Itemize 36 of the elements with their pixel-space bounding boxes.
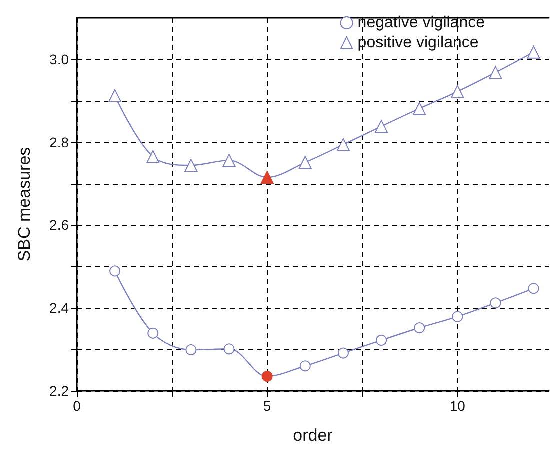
point bbox=[186, 344, 197, 356]
point bbox=[413, 102, 426, 116]
y-axis-title: SBC measures bbox=[15, 147, 34, 262]
point bbox=[376, 334, 388, 346]
point bbox=[300, 360, 311, 372]
point bbox=[146, 150, 160, 164]
point bbox=[451, 85, 464, 98]
legend-label: positive vigilance bbox=[358, 34, 479, 52]
point bbox=[452, 311, 464, 322]
point bbox=[184, 159, 198, 172]
point bbox=[338, 348, 349, 359]
y-tick-label: 2.2 bbox=[50, 383, 70, 399]
point bbox=[528, 283, 540, 294]
x-tick-label: 0 bbox=[73, 398, 82, 414]
x-tick-label: 10 bbox=[450, 398, 466, 414]
point bbox=[490, 298, 502, 309]
point bbox=[414, 322, 426, 334]
y-tick-label: 2.8 bbox=[50, 134, 70, 150]
x-axis-title: order bbox=[293, 426, 334, 445]
point bbox=[224, 344, 235, 355]
point bbox=[260, 171, 274, 184]
point bbox=[262, 370, 273, 382]
point bbox=[148, 328, 159, 339]
point bbox=[222, 154, 236, 168]
y-tick-label: 2.4 bbox=[50, 300, 70, 316]
point bbox=[108, 89, 122, 102]
point bbox=[489, 66, 502, 80]
y-tick-label: 2.6 bbox=[50, 217, 70, 234]
point bbox=[375, 120, 388, 134]
legend-label: negative vigilance bbox=[358, 14, 486, 32]
point bbox=[336, 138, 350, 152]
y-tick-label: 3.0 bbox=[50, 51, 70, 68]
point bbox=[527, 46, 540, 59]
point bbox=[110, 266, 121, 277]
x-tick-label: 5 bbox=[263, 398, 272, 414]
point bbox=[298, 156, 312, 170]
